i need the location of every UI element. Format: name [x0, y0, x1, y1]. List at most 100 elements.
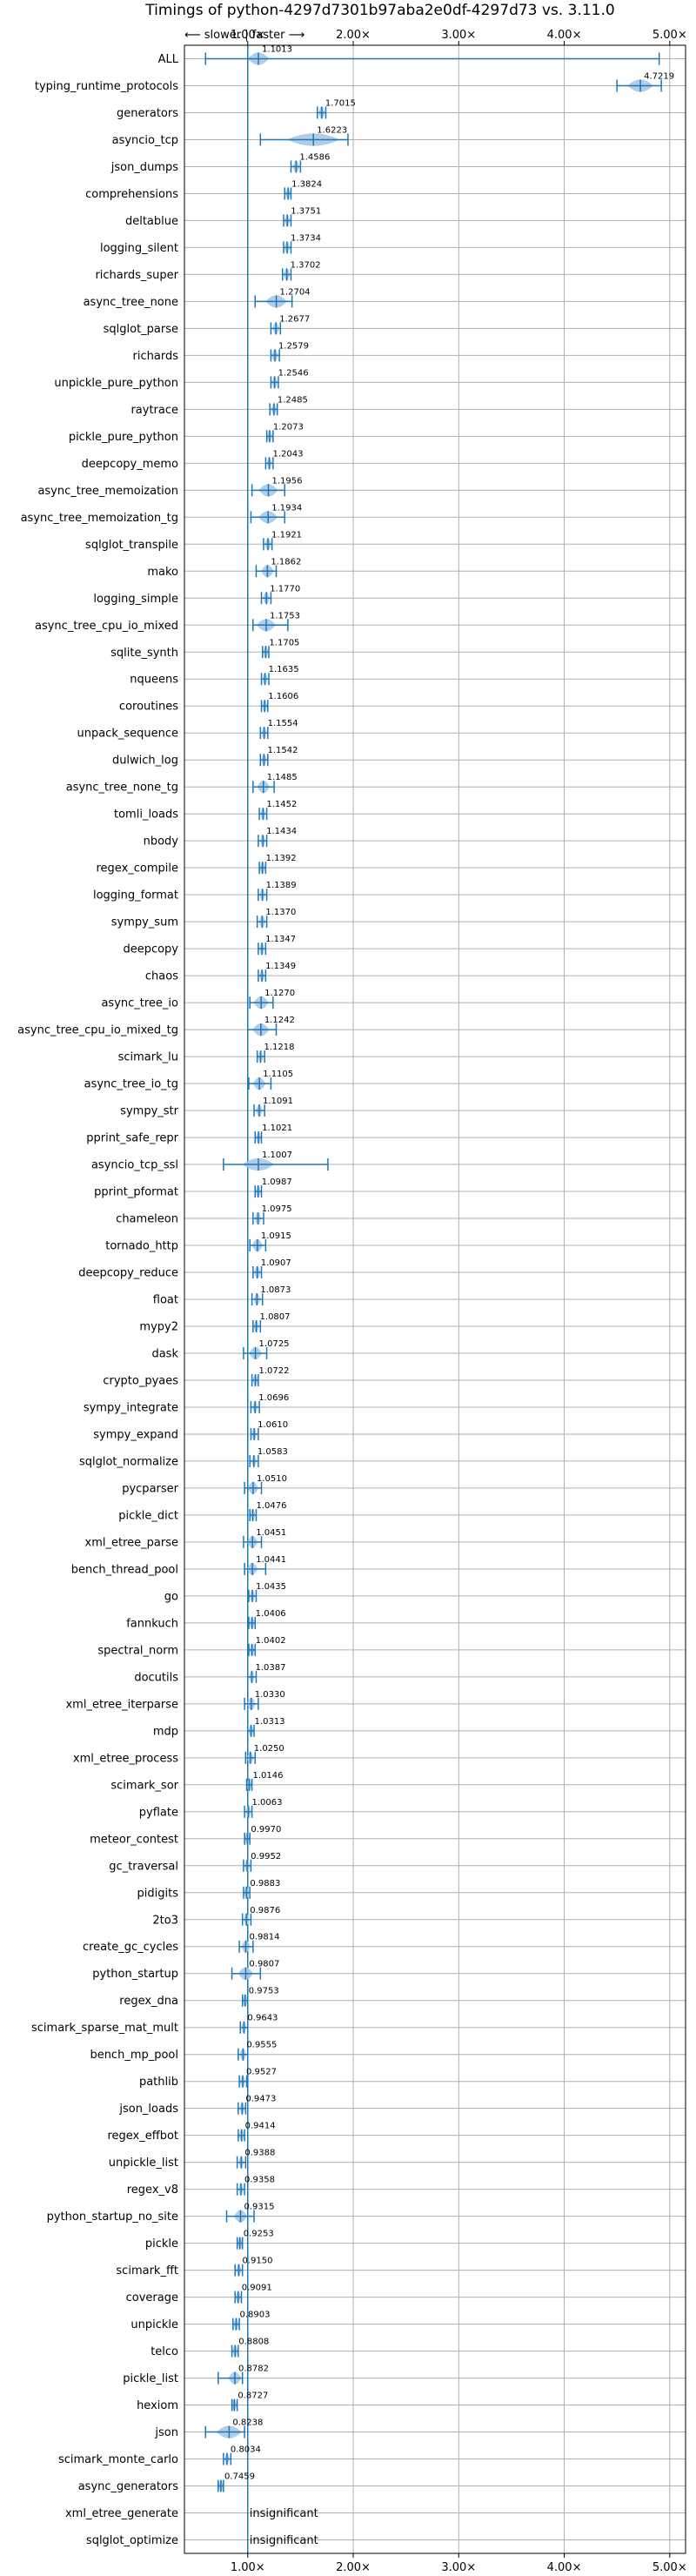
row-label: unpickle [130, 2318, 178, 2331]
value-label: 1.6223 [317, 125, 347, 135]
row-label: 2to3 [152, 1914, 178, 1927]
value-label: 0.9253 [244, 2230, 274, 2239]
value-label: 1.2704 [280, 287, 311, 297]
row-label: go [164, 1590, 178, 1603]
value-label: 1.0807 [260, 1312, 291, 1322]
value-label: 1.1370 [265, 908, 296, 917]
row-label: pathlib [139, 2076, 178, 2089]
row-label: async_tree_none [84, 296, 178, 309]
row-label: json_loads [118, 2103, 178, 2116]
row-label: json [154, 2426, 178, 2439]
value-label: 1.1270 [264, 989, 295, 998]
row-label: scimark_monte_carlo [58, 2453, 178, 2466]
value-label: 0.9358 [244, 2176, 275, 2185]
value-label: 0.9388 [244, 2149, 275, 2158]
row-label: sympy_str [120, 1105, 178, 1118]
row-label: pprint_pformat [94, 1186, 178, 1199]
value-label: 1.1349 [265, 962, 296, 971]
row-label: logging_format [93, 889, 178, 902]
value-label: 1.3702 [291, 260, 321, 270]
value-label: 0.9876 [250, 1906, 280, 1915]
value-label: 0.9527 [246, 2068, 277, 2077]
value-label: 0.9970 [251, 1825, 281, 1835]
x-tick-label-top: 2.00× [336, 29, 371, 42]
value-label: 1.2546 [278, 368, 309, 378]
value-label: 1.3751 [291, 206, 321, 216]
value-label: 1.1770 [270, 584, 300, 594]
row-label: xml_etree_parse [85, 1536, 178, 1549]
row-label: richards_super [95, 269, 178, 282]
row-label: comprehensions [85, 188, 178, 201]
row-label: chameleon [116, 1213, 178, 1226]
row-label: pickle_pure_python [69, 431, 178, 444]
value-label: 1.2677 [279, 314, 310, 324]
row-label: pickle_dict [118, 1509, 178, 1522]
row-label: raytrace [130, 404, 178, 417]
value-label: 1.0722 [259, 1366, 290, 1376]
row-label: xml_etree_generate [65, 2507, 178, 2520]
value-label: 1.0696 [258, 1393, 289, 1403]
row-label: deepcopy_reduce [78, 1267, 178, 1280]
row-label: deltablue [125, 215, 178, 228]
row-label: python_startup_no_site [47, 2210, 178, 2224]
x-tick-label-top: 3.00× [441, 29, 476, 42]
x-tick-label-bottom: 5.00× [652, 2561, 687, 2574]
row-label: scimark_sor [110, 1779, 178, 1792]
value-label: 0.9643 [247, 2014, 278, 2023]
row-label: sqlglot_optimize [86, 2534, 178, 2547]
value-label: 1.1242 [264, 1016, 295, 1025]
row-label: json_dumps [110, 161, 178, 174]
row-label: generators [117, 107, 178, 120]
value-label: 1.1921 [271, 530, 302, 540]
row-label: async_tree_none_tg [66, 782, 178, 795]
value-label: 0.9814 [250, 1933, 280, 1942]
value-label: 1.1753 [270, 611, 300, 621]
value-label: 0.9753 [249, 1987, 279, 1996]
value-label: 1.7015 [325, 98, 356, 108]
value-label: 1.0387 [255, 1663, 285, 1673]
row-label: async_tree_memoization [37, 485, 178, 498]
value-label: 0.7459 [224, 2472, 255, 2482]
value-label: 1.1934 [271, 503, 302, 513]
value-label: 1.2073 [273, 422, 304, 432]
row-label: tomli_loads [114, 808, 178, 822]
row-label: asyncio_tcp [112, 134, 178, 147]
row-label: scimark_fft [116, 2264, 178, 2277]
value-label: 0.9473 [245, 2095, 276, 2104]
x-tick-label-top: 1.00× [231, 29, 265, 42]
value-label: 1.0330 [255, 1690, 285, 1700]
row-label: sqlglot_normalize [79, 1455, 178, 1468]
value-label: 0.9952 [251, 1852, 281, 1862]
row-label: logging_simple [93, 593, 178, 606]
row-label: mdp [153, 1725, 178, 1738]
x-tick-label-bottom: 4.00× [547, 2561, 582, 2574]
row-label: mypy2 [139, 1320, 178, 1333]
value-label: 1.1347 [265, 935, 296, 944]
row-label: pyflate [139, 1806, 178, 1819]
value-label: 1.0510 [257, 1474, 287, 1484]
row-label: async_tree_io [101, 997, 178, 1010]
row-label: pycparser [122, 1482, 178, 1495]
value-label: 1.0435 [256, 1582, 286, 1592]
row-label: spectral_norm [97, 1644, 178, 1657]
row-label: gc_traversal [109, 1860, 178, 1873]
value-label: 0.9555 [246, 2041, 277, 2050]
value-label: 1.0063 [252, 1798, 283, 1808]
insignificant-label: insignificant [250, 2507, 318, 2520]
row-label: pickle_list [123, 2372, 178, 2385]
insignificant-label: insignificant [250, 2534, 318, 2547]
row-label: bench_thread_pool [71, 1563, 178, 1576]
value-label: 1.3734 [291, 233, 321, 243]
row-label: python_startup [92, 1968, 178, 1981]
row-label: create_gc_cycles [83, 1941, 178, 1954]
value-label: 0.9883 [250, 1879, 280, 1888]
row-label: regex_effbot [107, 2130, 178, 2143]
value-label: 0.8238 [232, 2418, 263, 2428]
row-label: nqueens [130, 674, 178, 687]
value-label: 1.2485 [278, 395, 308, 405]
value-label: 1.1007 [262, 1150, 292, 1160]
row-label: fannkuch [126, 1617, 178, 1630]
value-label: 1.1021 [262, 1124, 292, 1133]
row-label: dask [151, 1347, 178, 1360]
